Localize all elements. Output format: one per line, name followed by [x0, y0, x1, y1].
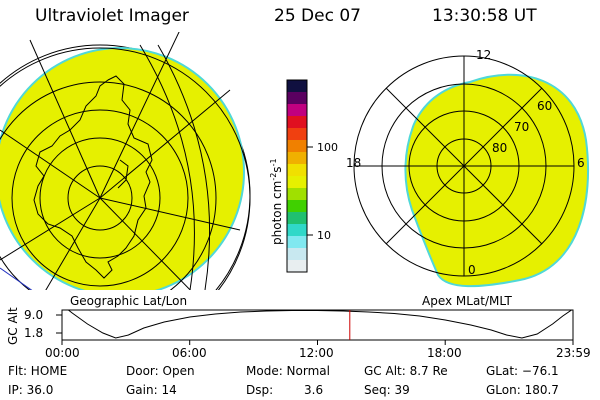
mlt-label-0: 0 — [468, 263, 476, 277]
colorbar — [286, 79, 313, 273]
coast-detail — [117, 159, 129, 189]
mlt-label-12: 12 — [476, 48, 492, 62]
alt-xtick-1200: 12:00 — [299, 346, 334, 360]
status-door: Door: Open — [126, 364, 195, 378]
mlat-label-80: 80 — [492, 141, 508, 155]
status-ip: IP: 36.0 — [8, 383, 54, 397]
colorbar-unit-text: photon cm — [270, 180, 284, 245]
status-dsp-value: 3.6 — [304, 383, 324, 397]
geographic-map — [0, 32, 251, 290]
mlat-label-60: 60 — [537, 99, 553, 113]
status-mode: Mode: Normal — [246, 364, 330, 378]
alt-xtick-1800: 18:00 — [427, 346, 462, 360]
date-label: 25 Dec 07 — [274, 6, 361, 26]
colorbar-tick-10: 10 — [317, 229, 331, 242]
alt-xtick-2359: 23:59 — [556, 346, 591, 360]
alt-ytick-top: 9.0 — [24, 308, 44, 322]
colorbar-unit-exp1: -2 — [269, 172, 278, 181]
colorbar-unit-label: photon cm-2s-1 — [269, 158, 284, 245]
instrument-title: Ultraviolet Imager — [35, 6, 189, 26]
status-seq: Seq: 39 — [364, 383, 410, 397]
colorbar-tick-100: 100 — [317, 141, 338, 154]
status-gain: Gain: 14 — [126, 383, 177, 397]
right-panel-label: Apex MLat/MLT — [422, 294, 512, 308]
alt-ytick-bottom: 1.8 — [24, 326, 44, 340]
left-panel-label: Geographic Lat/Lon — [70, 294, 188, 308]
mlat-label-70: 70 — [514, 120, 530, 134]
mlt-label-6: 6 — [577, 156, 585, 170]
outer-arcs — [139, 44, 211, 290]
emission-region-right — [404, 73, 590, 288]
colorbar-unit-exp2: -1 — [269, 158, 278, 167]
status-gc-alt: GC Alt: 8.7 Re — [364, 364, 448, 378]
coastline — [33, 75, 153, 279]
status-glat: GLat: −76.1 — [486, 364, 559, 378]
lat-circles — [0, 47, 251, 290]
alt-xtick-0000: 00:00 — [45, 346, 80, 360]
emission-disc-left — [0, 47, 245, 290]
altitude-plot — [56, 309, 574, 345]
colorbar-unit-s: s — [270, 166, 284, 173]
alt-xtick-0600: 06:00 — [172, 346, 207, 360]
status-glon: GLon: 180.7 — [486, 383, 559, 397]
status-dsp-label: Dsp: — [246, 383, 274, 397]
mlat-mlt-plot — [353, 55, 590, 288]
status-flt: Flt: HOME — [8, 364, 68, 378]
alt-ylabel: GC Alt — [6, 307, 20, 345]
limb-line — [0, 267, 33, 290]
altitude-curve — [67, 310, 573, 339]
time-label: 13:30:58 UT — [432, 6, 537, 26]
mlt-label-18: 18 — [346, 156, 362, 170]
lon-meridians — [0, 32, 241, 290]
